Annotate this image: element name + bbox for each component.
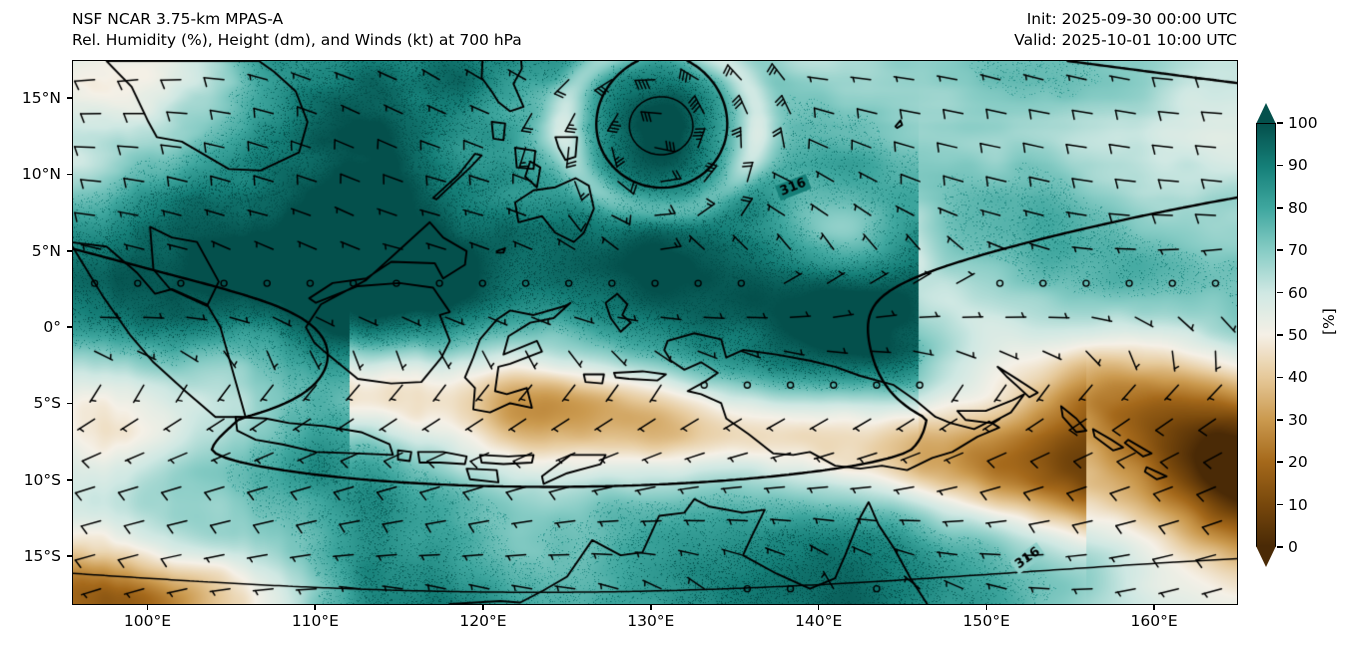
x-tick-mark	[1153, 605, 1155, 610]
y-tick-label: 5°N	[31, 241, 61, 260]
model-title: NSF NCAR 3.75-km MPAS-A	[72, 10, 284, 28]
y-tick-mark	[67, 479, 72, 481]
x-tick-label: 140°E	[794, 612, 843, 630]
init-time-label: Init: 2025-09-30 00:00 UTC	[1026, 10, 1237, 28]
colorbar-tick-mark	[1277, 503, 1283, 506]
colorbar-extend-top-icon	[1256, 103, 1276, 124]
x-tick-label: 110°E	[291, 612, 339, 630]
x-tick-mark	[482, 605, 484, 610]
colorbar-tick-mark	[1277, 164, 1283, 167]
y-tick-mark	[67, 97, 72, 99]
colorbar-tick-label: 40	[1288, 368, 1308, 387]
colorbar-tick-label: 70	[1288, 241, 1308, 260]
colorbar-tick-mark	[1277, 376, 1283, 379]
colorbar-tick-label: 60	[1288, 283, 1308, 302]
colorbar-tick-mark	[1277, 207, 1283, 209]
field-title: Rel. Humidity (%), Height (dm), and Wind…	[72, 31, 522, 49]
x-tick-label: 120°E	[459, 612, 507, 630]
colorbar-gradient	[1256, 123, 1276, 547]
x-tick-mark	[985, 605, 988, 610]
colorbar	[1256, 103, 1276, 567]
colorbar-tick-label: 10	[1288, 495, 1308, 514]
colorbar-tick-label: 80	[1288, 198, 1308, 217]
colorbar-tick-label: 30	[1288, 410, 1308, 429]
y-tick-label: 15°S	[23, 547, 61, 566]
y-tick-label: 0°	[43, 318, 61, 337]
y-tick-label: 15°N	[21, 89, 61, 108]
x-tick-mark	[314, 605, 317, 610]
x-tick-mark	[146, 605, 149, 610]
colorbar-tick-mark	[1277, 461, 1283, 463]
map-axes	[72, 60, 1238, 605]
y-tick-label: 10°S	[23, 470, 61, 489]
x-tick-label: 130°E	[627, 612, 675, 630]
title-right-block: Init: 2025-09-30 00:00 UTC Valid: 2025-1…	[1014, 9, 1237, 51]
relative-humidity-map	[73, 61, 1237, 604]
colorbar-tick-mark	[1277, 249, 1283, 251]
y-tick-mark	[67, 173, 72, 176]
valid-time-label: Valid: 2025-10-01 10:00 UTC	[1014, 31, 1237, 49]
colorbar-tick-label: 0	[1288, 538, 1298, 556]
colorbar-tick-mark	[1277, 291, 1283, 294]
x-tick-label: 150°E	[962, 612, 1010, 630]
y-tick-mark	[67, 250, 72, 252]
colorbar-tick-mark	[1277, 546, 1283, 548]
colorbar-tick-label: 100	[1288, 114, 1318, 132]
y-tick-mark	[67, 402, 72, 405]
title-left-block: NSF NCAR 3.75-km MPAS-A Rel. Humidity (%…	[72, 9, 522, 51]
colorbar-tick-mark	[1277, 122, 1283, 124]
colorbar-tick-mark	[1277, 334, 1283, 336]
colorbar-unit-label: [%]	[1320, 308, 1338, 335]
colorbar-tick-label: 90	[1288, 156, 1308, 175]
x-tick-mark	[817, 605, 820, 610]
y-tick-label: 5°S	[33, 394, 61, 413]
colorbar-tick-mark	[1277, 419, 1283, 421]
colorbar-extend-bottom-icon	[1256, 546, 1276, 567]
x-tick-label: 100°E	[123, 612, 172, 630]
x-tick-mark	[650, 605, 652, 610]
y-tick-mark	[67, 555, 72, 557]
y-tick-label: 10°N	[21, 165, 61, 184]
y-tick-mark	[67, 326, 72, 328]
colorbar-tick-label: 50	[1288, 326, 1308, 344]
x-tick-label: 160°E	[1130, 612, 1178, 630]
colorbar-tick-label: 20	[1288, 453, 1308, 472]
